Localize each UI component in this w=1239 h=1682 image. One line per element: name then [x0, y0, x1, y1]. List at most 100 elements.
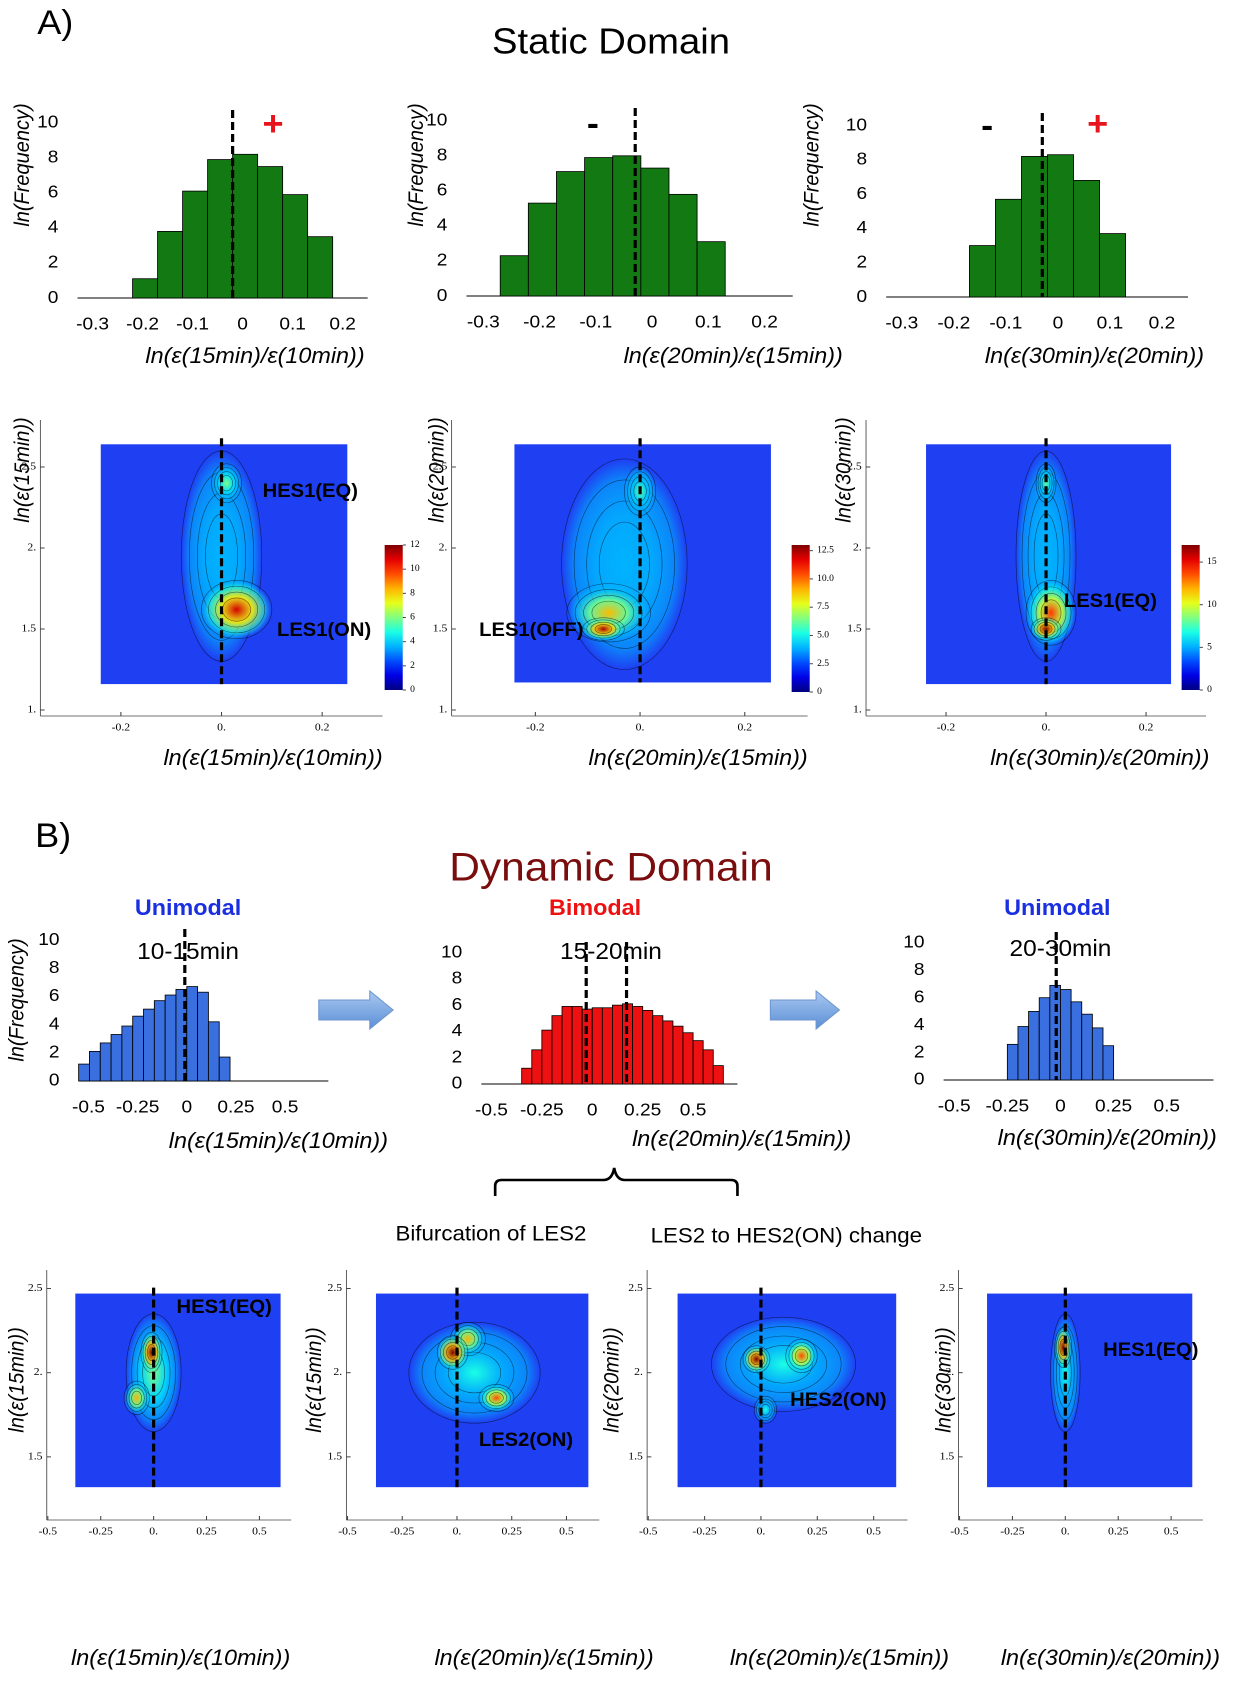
x-tick-label: -0.2	[126, 313, 159, 333]
y-tick-label: 0	[48, 286, 59, 306]
bar	[591, 1007, 603, 1085]
colorbar	[791, 545, 810, 692]
contour-line	[131, 1390, 143, 1405]
colorbar	[384, 545, 403, 690]
chart-title: Unimodal	[135, 894, 241, 919]
y-tick-label: 10	[426, 109, 447, 129]
x-tick-label: -0.5	[639, 1526, 658, 1538]
x-tick-label: 0.5	[252, 1526, 267, 1538]
contour-line	[446, 1345, 460, 1360]
bar	[612, 155, 642, 297]
y-tick-label: 10	[903, 931, 924, 951]
bar	[556, 171, 586, 297]
x-tick-label: -0.1	[579, 311, 612, 331]
contour-line	[201, 580, 273, 640]
x-axis-title: ln(ε(20min)/ε(15min))	[589, 744, 808, 769]
x-tick-label: 0	[1053, 312, 1064, 332]
x-tick-label: 0.25	[624, 1099, 661, 1119]
density-peak	[785, 1339, 818, 1373]
contour-line	[561, 458, 688, 670]
y-tick-label: 2.5	[940, 1282, 955, 1294]
y-tick-label: 2.	[333, 1366, 342, 1378]
density-peak	[1054, 1327, 1072, 1368]
x-axis-title: ln(ε(15min)/ε(10min))	[163, 744, 382, 769]
bar	[1091, 1027, 1104, 1081]
bar	[153, 1000, 166, 1082]
x-axis-title: ln(ε(30min)/ε(20min))	[985, 342, 1204, 367]
contour-line	[1056, 1330, 1071, 1364]
bar	[696, 241, 726, 297]
colorbar-label: 5.0	[817, 631, 829, 641]
contour-line	[144, 1340, 159, 1365]
x-tick-label: 0.	[1042, 722, 1051, 734]
bar	[257, 166, 284, 299]
y-tick-label: 2	[437, 249, 448, 269]
y-tick-label: 2.	[945, 1366, 954, 1378]
x-axis-title: ln(ε(30min)/ε(20min))	[1001, 1644, 1220, 1669]
y-axis-title: ln(Frequency)	[405, 103, 429, 226]
y-axis-title: ln(Frequency)	[800, 103, 824, 226]
y-tick-label: 2.5	[628, 1282, 643, 1294]
contour-line	[140, 1331, 163, 1373]
x-tick-label: 0.5	[559, 1526, 574, 1538]
y-tick-label: 6	[452, 993, 463, 1013]
colorbar-label: 7.5	[817, 602, 829, 612]
x-tick-label: 0.2	[751, 311, 778, 331]
y-tick-label: 2.5	[28, 1282, 43, 1294]
contour-line	[745, 1348, 768, 1371]
y-tick-label: 8	[49, 957, 60, 977]
bar	[499, 255, 529, 297]
bar	[692, 1040, 704, 1085]
x-tick-label: 0.25	[1095, 1095, 1132, 1115]
contour-line	[785, 1338, 818, 1373]
contour-line	[485, 1389, 508, 1407]
section-title: Static Domain	[492, 21, 730, 62]
x-axis-title: ln(ε(20min)/ε(15min))	[434, 1644, 653, 1669]
density-background	[987, 1293, 1193, 1488]
contour-line	[1059, 1339, 1067, 1356]
density-peak	[140, 1332, 163, 1373]
x-tick-label: -0.25	[692, 1526, 717, 1538]
contour-line	[590, 621, 617, 637]
colorbar	[1181, 545, 1200, 690]
chart-title: Bimodal	[549, 894, 641, 919]
bar	[186, 986, 199, 1082]
annotation: +	[263, 105, 284, 143]
y-tick-label: 1.5	[940, 1451, 955, 1463]
y-tick-label: 0	[437, 284, 448, 304]
y-tick-label: 6	[437, 179, 448, 199]
contour-line	[594, 624, 613, 634]
bar	[662, 1020, 674, 1085]
x-tick-label: 0.25	[1108, 1526, 1129, 1538]
x-tick-label: 0.5	[1153, 1095, 1180, 1115]
x-tick-label: -0.25	[390, 1526, 415, 1538]
contour-line	[788, 1342, 815, 1370]
y-tick-label: 2	[914, 1041, 925, 1061]
colorbar-label: 10.0	[817, 574, 834, 584]
x-tick-label: -0.1	[176, 313, 209, 333]
bar	[1006, 1043, 1019, 1081]
y-tick-label: 1.5	[628, 1451, 643, 1463]
bar	[78, 1063, 90, 1082]
y-axis-title: ln(ε(15min))	[303, 1327, 327, 1432]
x-tick-label: 0	[647, 311, 658, 331]
contour-line	[758, 1401, 773, 1419]
bracket-label: LES2 to HES2(ON) change	[651, 1223, 923, 1247]
contour-line	[711, 1316, 856, 1412]
contour-line	[739, 1335, 828, 1393]
contour-line	[220, 475, 233, 492]
x-axis-title: ln(ε(30min)/ε(20min))	[998, 1124, 1217, 1149]
colorbar-label: 0	[817, 687, 822, 697]
annotation: HES1(EQ)	[263, 481, 358, 502]
y-tick-label: 8	[856, 148, 867, 168]
contour-line	[1057, 1335, 1069, 1360]
y-tick-label: 6	[48, 181, 59, 201]
bar	[642, 1010, 654, 1085]
bar	[995, 198, 1022, 298]
y-tick-label: 8	[914, 959, 925, 979]
x-axis-title: ln(ε(15min)/ε(10min))	[145, 342, 364, 367]
bar	[1099, 233, 1126, 298]
contour-line	[1039, 471, 1053, 496]
x-tick-label: -0.2	[523, 311, 556, 331]
